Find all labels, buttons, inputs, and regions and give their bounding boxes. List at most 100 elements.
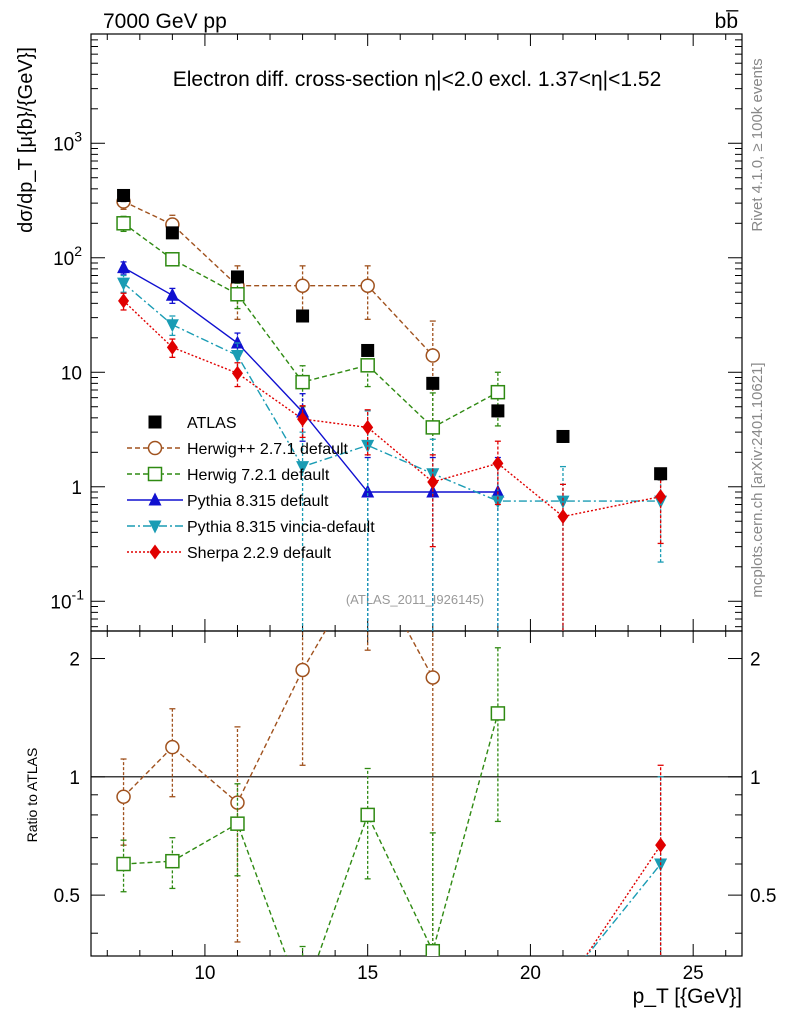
y-tick-label-top: 103 <box>53 128 82 155</box>
x-tick-label: 20 <box>520 963 541 984</box>
data-point-atlas <box>556 429 570 443</box>
y-tick-label-bottom: 0.5 <box>54 886 80 907</box>
data-point-herwig-7-2-1-default <box>490 384 506 400</box>
series-line-herwig-2-7-1-default <box>123 200 434 357</box>
rivet-version-label: Rivet 4.1.0, ≥ 100k events <box>749 58 766 231</box>
legend-marker-atlas <box>148 415 162 429</box>
data-point-herwig-2-7-1-default <box>295 278 310 293</box>
data-point-pythia-8-315-default <box>165 287 179 301</box>
data-point-herwig-7-2-1-default <box>360 358 375 373</box>
ratio-line-pythia-8-315-vincia-default <box>585 863 662 956</box>
ratio-panel-frame <box>90 630 743 957</box>
data-point-pythia-8-315-vincia-default <box>361 439 375 453</box>
x-axis-label: p_T [{GeV}] <box>633 985 742 1008</box>
data-point-herwig-7-2-1-default <box>165 252 180 267</box>
y-axis-label-top: dσ/dp_T [μ{b}/{GeV}] <box>15 47 37 233</box>
y-tick-label-bottom: 2 <box>69 650 80 671</box>
x-tick-label: 15 <box>357 963 378 984</box>
series-line-herwig-7-2-1-default <box>123 222 499 429</box>
ratio-line-herwig-2-7-1-default <box>123 631 434 804</box>
data-point-pythia-8-315-vincia-default <box>296 461 310 475</box>
ratio-point-herwig-7-2-1-default <box>360 807 375 823</box>
legend-marker-sherpa-2-2-9-default <box>149 544 161 560</box>
series-layer <box>116 188 668 1007</box>
ratio-point-herwig-2-7-1-default <box>116 789 131 804</box>
data-point-atlas <box>654 467 668 481</box>
ratio-point-herwig-7-2-1-default <box>165 853 180 869</box>
ratio-line-sherpa-2-2-9-default <box>585 844 662 956</box>
ratio-point-herwig-7-2-1-default <box>230 816 245 831</box>
header-beam-label: 7000 GeV pp <box>103 10 227 33</box>
legend-label-herwig-7-2-1-default: Herwig 7.2.1 default <box>187 467 330 484</box>
legend-label-atlas: ATLAS <box>187 415 237 432</box>
data-point-atlas <box>296 309 310 323</box>
data-point-sherpa-2-2-9-default <box>655 489 667 505</box>
legend-label-pythia-8-315-default: Pythia 8.315 default <box>187 493 329 510</box>
data-point-atlas <box>165 226 179 240</box>
data-point-pythia-8-315-vincia-default <box>230 350 244 364</box>
data-point-herwig-2-7-1-default <box>425 348 441 363</box>
data-point-herwig-7-2-1-default <box>116 216 131 231</box>
ratio-line-herwig-7-2-1-default <box>123 713 499 956</box>
x-tick-label: 10 <box>194 963 215 984</box>
legend: ATLAS Herwig++ 2.7.1 default Herwig 7.2.1 … <box>127 415 375 562</box>
data-point-pythia-8-315-default <box>361 484 375 498</box>
y-axis-label-bottom: Ratio to ATLAS <box>24 748 40 843</box>
data-point-atlas <box>230 270 244 284</box>
data-point-atlas <box>491 404 505 418</box>
series-line-pythia-8-315-vincia-default <box>123 282 661 502</box>
y-tick-label-bottom-right: 1 <box>750 768 761 789</box>
data-point-pythia-8-315-default <box>117 260 131 274</box>
ratio-point-herwig-2-7-1-default <box>425 670 441 685</box>
ratio-point-herwig-7-2-1-default <box>490 706 506 721</box>
main-panel-series <box>116 188 668 631</box>
analysis-id-label: (ATLAS_2011_I926145) <box>346 592 484 607</box>
ratio-point-sherpa-2-2-9-default <box>655 837 667 853</box>
y-tick-label-top: 1 <box>71 478 82 499</box>
data-point-pythia-8-315-default <box>491 484 505 498</box>
data-point-sherpa-2-2-9-default <box>231 365 243 381</box>
ratio-point-herwig-2-7-1-default <box>165 739 180 755</box>
data-point-herwig-7-2-1-default <box>295 374 310 390</box>
y-tick-label-bottom-right: 2 <box>750 650 761 671</box>
ratio-point-herwig-7-2-1-default <box>425 943 441 956</box>
data-point-sherpa-2-2-9-default <box>297 411 309 427</box>
y-tick-label-top: 10-1 <box>50 586 84 613</box>
data-point-sherpa-2-2-9-default <box>362 419 374 435</box>
data-point-sherpa-2-2-9-default <box>118 293 130 309</box>
legend-label-sherpa-2-2-9-default: Sherpa 2.2.9 default <box>187 545 332 562</box>
data-point-atlas <box>426 376 440 390</box>
ratio-point-herwig-2-7-1-default <box>295 662 310 678</box>
data-point-herwig-2-7-1-default <box>360 278 375 293</box>
legend-label-herwig-2-7-1-default: Herwig++ 2.7.1 default <box>187 441 349 458</box>
ratio-point-herwig-7-2-1-default <box>116 856 131 872</box>
legend-label-pythia-8-315-vincia-default: Pythia 8.315 vincia-default <box>187 519 375 536</box>
data-point-herwig-7-2-1-default <box>230 287 245 302</box>
y-tick-label-bottom: 1 <box>69 768 80 789</box>
mcplots-label: mcplots.cern.ch [arXiv:2401.10621] <box>749 362 766 597</box>
data-point-pythia-8-315-vincia-default <box>165 319 179 333</box>
series-line-sherpa-2-2-9-default <box>123 300 661 518</box>
y-tick-label-top: 102 <box>53 243 82 270</box>
data-point-atlas <box>117 188 131 202</box>
x-tick-label: 25 <box>683 963 704 984</box>
y-tick-label-top: 10 <box>61 363 82 384</box>
data-point-sherpa-2-2-9-default <box>492 455 504 471</box>
data-point-pythia-8-315-vincia-default <box>556 495 570 509</box>
y-tick-label-bottom-right: 0.5 <box>750 886 776 907</box>
ratio-panel-series <box>116 631 668 1007</box>
chart-title: Electron diff. cross-section η|<2.0 excl… <box>173 68 662 91</box>
data-point-sherpa-2-2-9-default <box>557 508 569 524</box>
data-point-pythia-8-315-vincia-default <box>117 277 131 291</box>
legend-marker-pythia-8-315-vincia-default <box>148 520 162 534</box>
data-point-herwig-7-2-1-default <box>425 420 441 435</box>
legend-marker-pythia-8-315-default <box>148 492 162 506</box>
data-point-atlas <box>361 343 375 357</box>
data-point-pythia-8-315-default <box>230 335 244 349</box>
header-process-label: bb̅ <box>715 10 740 33</box>
data-point-sherpa-2-2-9-default <box>427 474 439 490</box>
data-point-sherpa-2-2-9-default <box>166 339 178 355</box>
ratio-point-herwig-7-2-1-default <box>296 994 309 1007</box>
legend-marker-herwig-2-7-1-default <box>147 440 163 456</box>
